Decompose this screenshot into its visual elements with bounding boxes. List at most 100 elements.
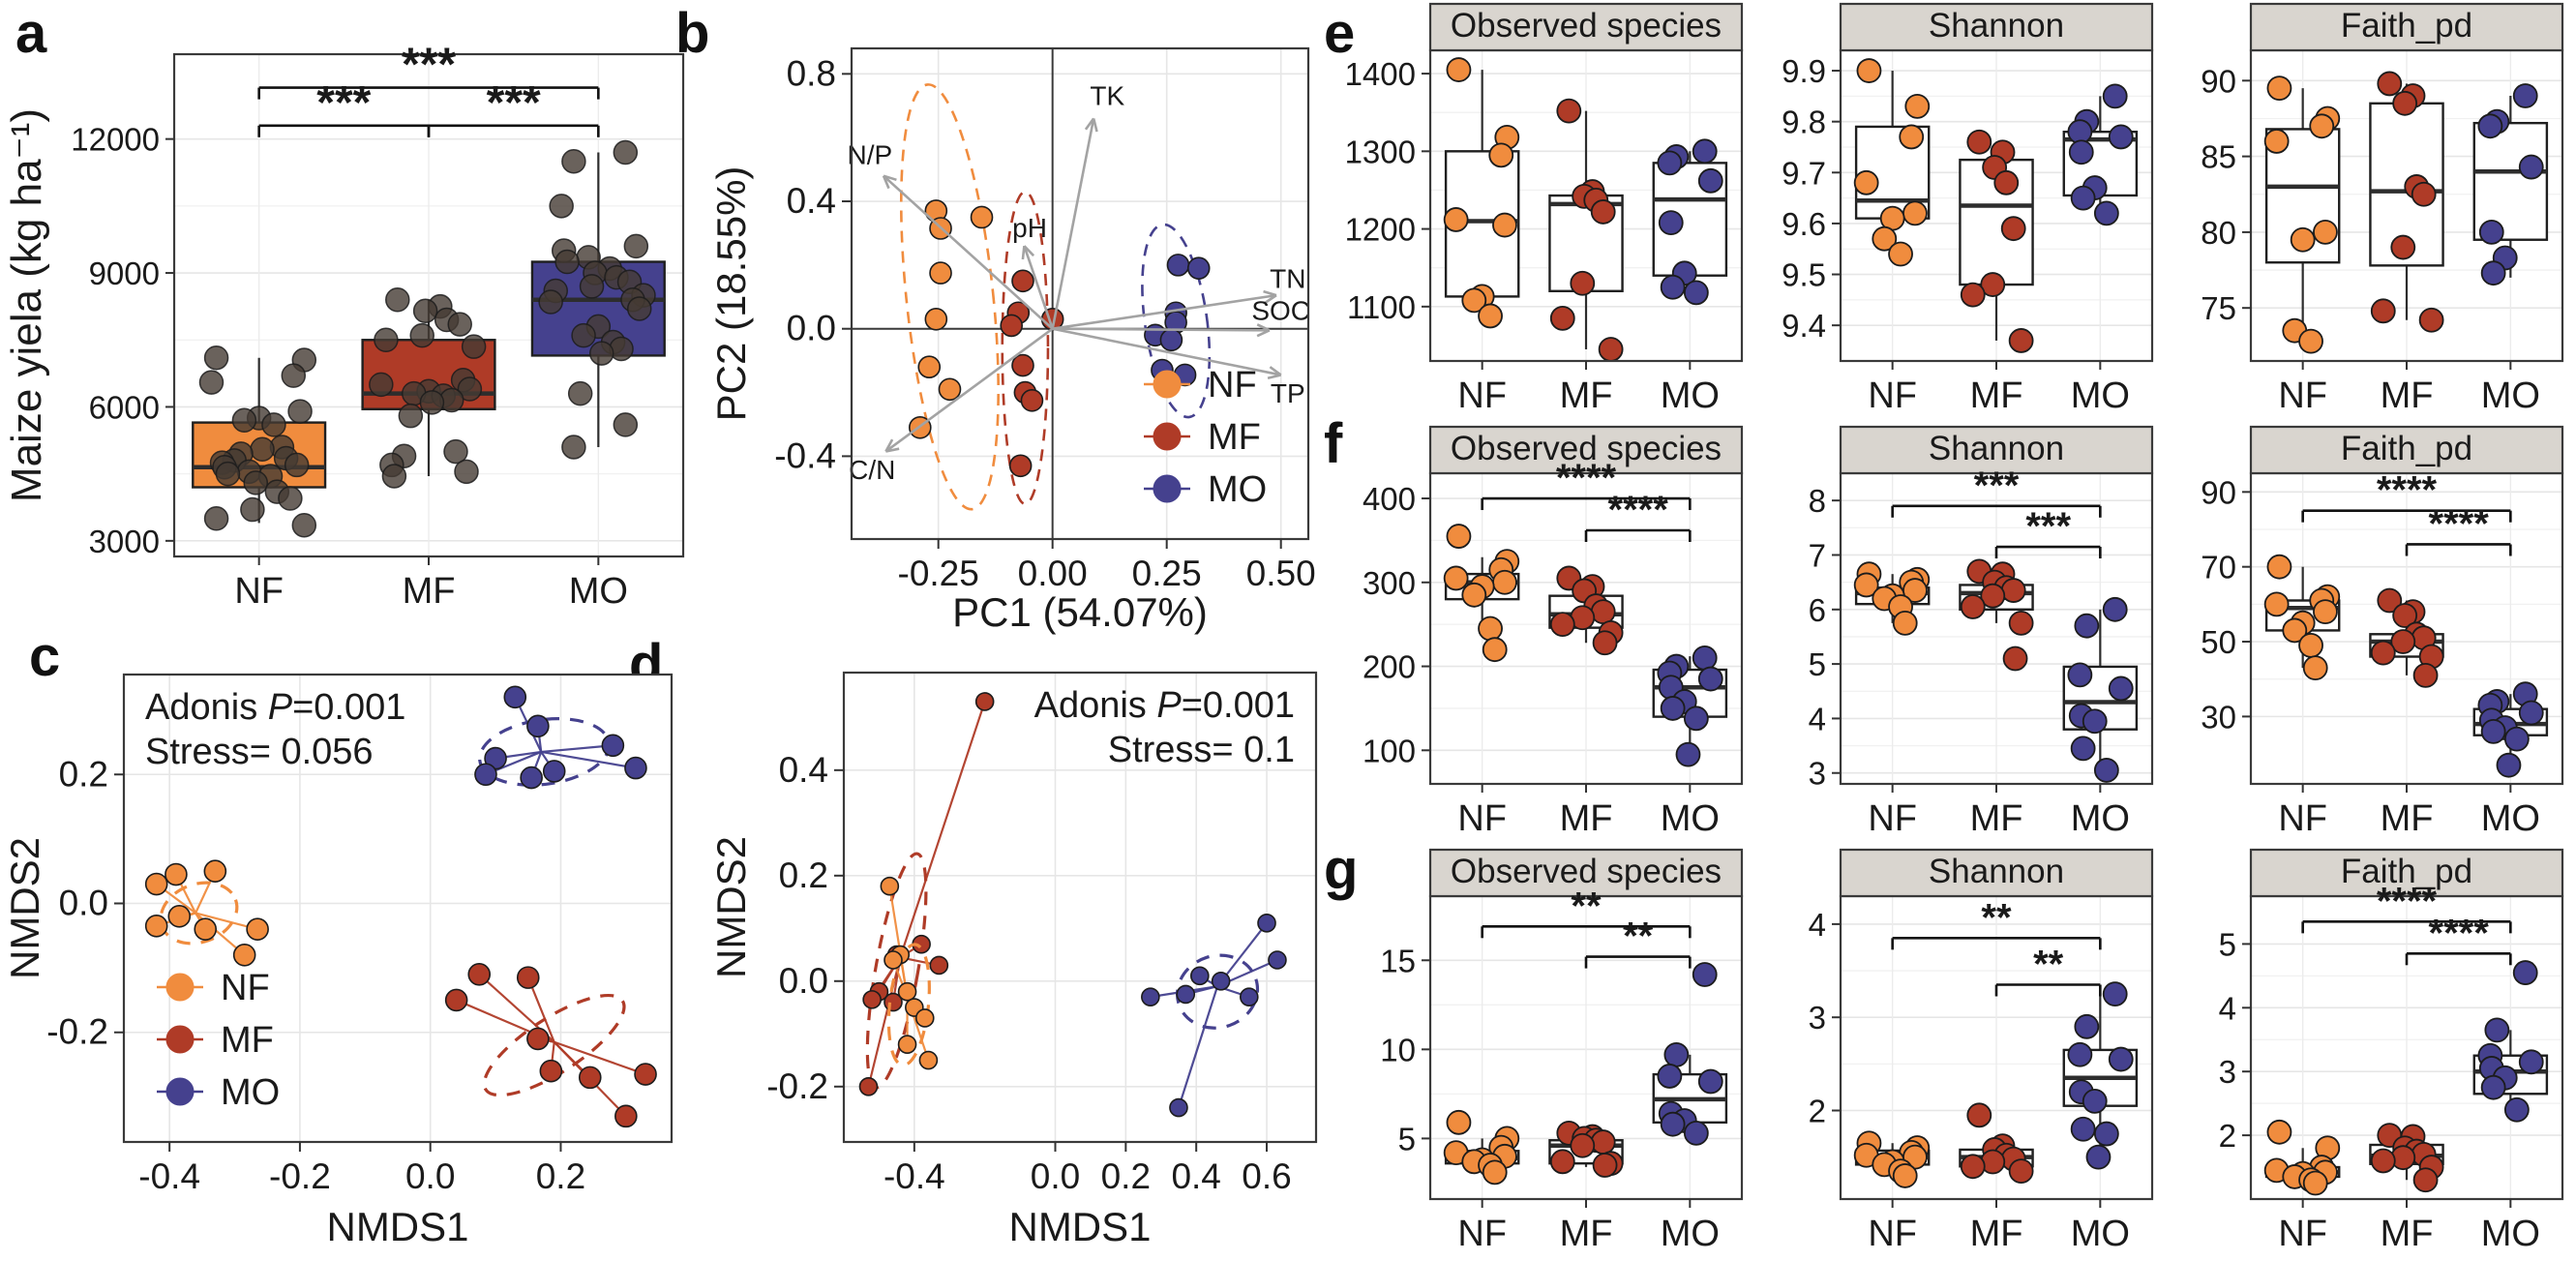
data-point xyxy=(1000,314,1024,338)
y-tick-label: 5 xyxy=(1398,1121,1416,1156)
loading-arrow-SOC: SOC xyxy=(1052,296,1310,338)
data-point xyxy=(287,399,313,424)
data-point xyxy=(203,345,229,371)
data-point xyxy=(542,760,566,783)
y-tick-label: 4 xyxy=(1809,907,1826,943)
data-point xyxy=(2480,260,2506,286)
y-tick-label: 9.7 xyxy=(1782,155,1826,191)
data-point xyxy=(1478,303,1503,329)
x-category-label: NF xyxy=(1457,1214,1507,1254)
data-point xyxy=(626,296,652,321)
y-tick-label: 5 xyxy=(2219,926,2236,962)
data-point xyxy=(2093,200,2119,226)
x-category-label: MF xyxy=(403,571,456,612)
data-point xyxy=(374,327,399,353)
data-point xyxy=(2085,1144,2112,1170)
data-point xyxy=(1008,454,1033,478)
jitter-points-NF xyxy=(1853,1130,1931,1188)
jitter-points-NF xyxy=(198,345,317,538)
data-point xyxy=(2512,960,2538,985)
data-point xyxy=(1892,1163,1918,1188)
data-point xyxy=(2108,1046,2134,1072)
significance-stars: **** xyxy=(1556,457,1617,499)
data-point xyxy=(1492,212,1517,238)
data-point xyxy=(571,322,596,348)
loading-arrow-N/P: N/P xyxy=(848,139,1054,330)
box-facet: Faith_pd 2 3 4 5 NF MF MO ******** xyxy=(2219,848,2564,1254)
data-point xyxy=(2070,1116,2096,1142)
data-point xyxy=(2102,83,2128,109)
x-category-label: NF xyxy=(2278,798,2327,839)
facet-title: Shannon xyxy=(1929,430,2064,467)
data-point xyxy=(194,917,218,941)
data-point xyxy=(215,461,241,487)
y-tick-label: 90 xyxy=(2201,474,2236,510)
data-point xyxy=(567,380,593,406)
data-point xyxy=(1902,200,1928,226)
data-point xyxy=(385,286,410,313)
arrow-label: pH xyxy=(1012,213,1047,243)
data-point xyxy=(1904,93,1931,119)
data-point xyxy=(2313,220,2338,245)
data-point xyxy=(1658,210,1684,236)
x-tick-label: -0.2 xyxy=(269,1156,331,1196)
data-point xyxy=(613,412,639,437)
data-point xyxy=(1590,599,1616,625)
data-point xyxy=(2412,1167,2439,1193)
panel-label-g: g xyxy=(1324,838,1359,901)
data-point xyxy=(2392,90,2418,116)
jitter-points-MO xyxy=(2477,83,2544,286)
significance-bracket: ** xyxy=(1891,896,2102,950)
data-point xyxy=(554,249,580,275)
data-point xyxy=(1697,666,1723,692)
jitter-points-NF xyxy=(1443,1109,1520,1186)
data-point xyxy=(1660,274,1686,300)
significance-bracket: *** xyxy=(1994,505,2102,559)
nmds-bacteria-chart: -0.4 -0.2 0.0 0.2 -0.2 0.0 0.2 NMDS1 NMDS2 Adonis… xyxy=(2,673,674,1249)
x-category-label: MF xyxy=(1970,1214,2023,1254)
x-category-label: MF xyxy=(2381,375,2434,416)
data-point xyxy=(1166,254,1190,277)
panel-label-f: f xyxy=(1324,412,1343,475)
data-point xyxy=(918,1050,939,1070)
significance-bracket: **** xyxy=(2405,912,2512,966)
y-tick-label: 2 xyxy=(2219,1118,2236,1154)
data-point xyxy=(2377,71,2403,97)
data-point xyxy=(929,261,952,285)
facet-header xyxy=(2249,425,2564,475)
data-point xyxy=(1461,287,1487,314)
x-tick-label: 0.2 xyxy=(1101,1156,1151,1196)
x-category-label: MF xyxy=(1560,798,1613,839)
data-point xyxy=(1683,1120,1709,1146)
legend-key-NF xyxy=(1153,370,1182,399)
data-point xyxy=(447,312,472,337)
data-point xyxy=(443,438,468,465)
data-point xyxy=(2093,758,2119,783)
data-point xyxy=(601,734,625,758)
data-point xyxy=(412,298,438,324)
x-category-label: MO xyxy=(2481,1214,2540,1254)
data-point xyxy=(938,377,962,402)
jitter-points-MO xyxy=(538,139,656,460)
x-category-label: MF xyxy=(1970,798,2023,839)
y-tick-label: 6 xyxy=(1809,592,1826,628)
data-point xyxy=(1872,225,1898,252)
data-point xyxy=(2282,617,2308,644)
y-tick-label: 0.2 xyxy=(779,856,828,895)
x-category-label: MF xyxy=(2381,1214,2434,1254)
jitter-points-MF xyxy=(369,286,487,489)
x-category-label: MO xyxy=(2481,375,2540,416)
data-point xyxy=(549,194,574,219)
y-tick-label: 9.9 xyxy=(1782,53,1826,89)
x-category-label: NF xyxy=(1457,375,1507,416)
data-point xyxy=(1443,207,1469,232)
data-point xyxy=(2512,83,2538,108)
significance-stars: *** xyxy=(402,40,456,91)
legend-label-MF: MF xyxy=(1208,417,1261,458)
x-axis-label: PC1 (54.07%) xyxy=(952,589,1208,635)
data-point xyxy=(897,981,917,1002)
x-tick-label: 0.50 xyxy=(1246,554,1316,593)
data-point xyxy=(2477,113,2503,139)
